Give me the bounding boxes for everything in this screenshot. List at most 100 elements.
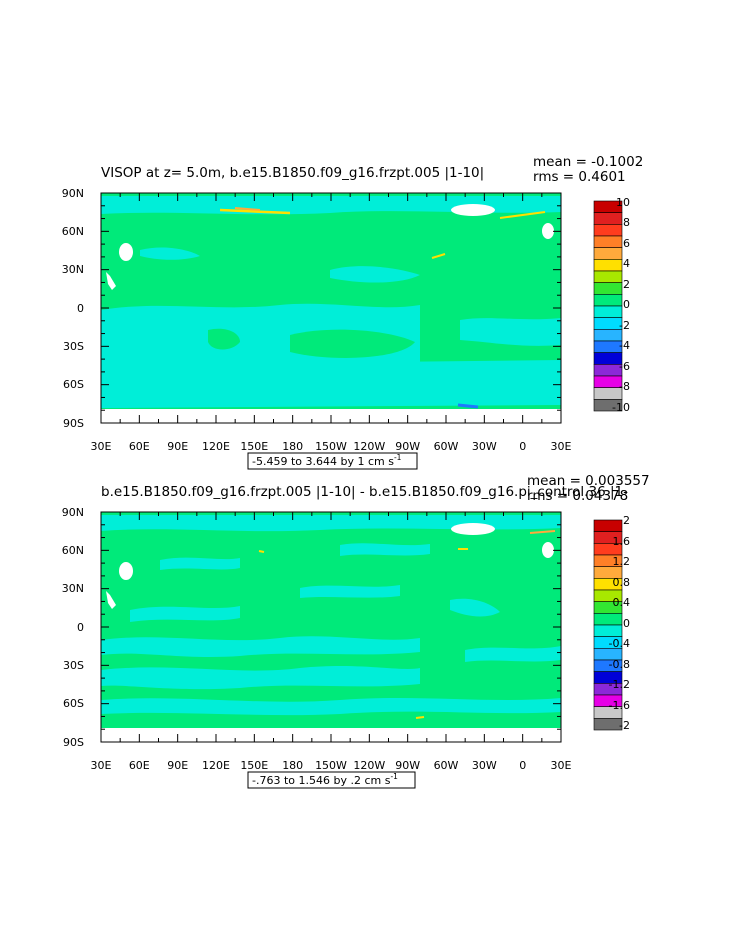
colorbar-label: 1.2	[613, 555, 631, 568]
x-tick-label: 90E	[167, 759, 188, 772]
colorbar-label: -6	[619, 360, 630, 373]
colorbar-swatch	[593, 270, 623, 283]
x-tick-label: 150E	[240, 759, 268, 772]
colorbar-swatch	[593, 212, 623, 225]
y-tick-label: 90S	[63, 736, 84, 749]
colorbar-swatch	[593, 282, 623, 295]
svg-text:-.763 to 1.546 by .2 cm s-1: -.763 to 1.546 by .2 cm s-1	[252, 772, 398, 787]
colorbar-swatch	[593, 519, 623, 532]
colorbar	[593, 519, 623, 731]
y-tick-label: 30N	[62, 263, 84, 276]
y-axis-labels: 90N 60N 30N 0 30S 60S 90S	[62, 187, 84, 430]
colorbar-swatch	[593, 624, 623, 637]
colorbar-label: 0	[623, 617, 630, 630]
colorbar-label: 6	[623, 237, 630, 250]
x-tick-label: 0	[519, 759, 526, 772]
x-tick-label: 30E	[551, 759, 572, 772]
colorbar-label: -1.6	[609, 699, 630, 712]
y-tick-label: 0	[77, 302, 84, 315]
contour-info-box: -.763 to 1.546 by .2 cm s-1	[247, 771, 416, 789]
colorbar-swatch	[593, 718, 623, 731]
x-tick-label: 150W	[315, 440, 347, 453]
x-tick-label: 120E	[202, 440, 230, 453]
x-tick-label: 120W	[353, 759, 385, 772]
colorbar-label: 0.8	[613, 576, 631, 589]
colorbar-swatch	[593, 340, 623, 353]
x-tick-label: 120W	[353, 440, 385, 453]
colorbar-swatch	[593, 247, 623, 260]
colorbar-swatch	[593, 329, 623, 342]
x-tick-label: 150E	[240, 440, 268, 453]
colorbar-label: -1.2	[609, 678, 630, 691]
colorbar-label: -2	[619, 319, 630, 332]
x-tick-label: 30E	[91, 440, 112, 453]
y-tick-label: 30S	[63, 340, 84, 353]
x-axis-labels: 30E 60E 90E 120E 150E 180 150W 120W 90W …	[91, 759, 572, 772]
x-tick-label: 180	[282, 759, 303, 772]
x-tick-label: 120E	[202, 759, 230, 772]
colorbar	[593, 200, 623, 412]
colorbar-label: 1.6	[613, 535, 631, 548]
x-tick-label: 60W	[434, 440, 459, 453]
rms-label: rms = 0.4601	[533, 169, 626, 185]
panel-difference: b.e15.B1850.f09_g16.frzpt.005 |1-10| - b…	[62, 473, 650, 789]
y-tick-label: 60S	[63, 697, 84, 710]
colorbar-swatch	[593, 352, 623, 365]
colorbar-labels: 10 8 6 4 2 0 -2 -4 -6 -8 -10	[612, 196, 630, 414]
x-tick-label: 30W	[472, 759, 497, 772]
colorbar-labels: 2 1.6 1.2 0.8 0.4 0 -0.4 -0.8 -1.2 -1.6 …	[609, 514, 630, 732]
colorbar-swatch	[593, 387, 623, 400]
panel-visop: VISOP at z= 5.0m, b.e15.B1850.f09_g16.fr…	[62, 154, 643, 470]
x-tick-label: 30W	[472, 440, 497, 453]
y-axis-labels: 90N 60N 30N 0 30S 60S 90S	[62, 506, 84, 749]
y-tick-label: 60S	[63, 378, 84, 391]
y-tick-label: 30N	[62, 582, 84, 595]
colorbar-label: 10	[616, 196, 630, 209]
contour-info-box: -5.459 to 3.644 by 1 cm s-1	[247, 452, 418, 470]
x-tick-label: 90E	[167, 440, 188, 453]
y-tick-label: 90N	[62, 506, 84, 519]
y-tick-label: 0	[77, 621, 84, 634]
y-tick-label: 60N	[62, 225, 84, 238]
colorbar-label: -2	[619, 719, 630, 732]
colorbar-swatch	[593, 613, 623, 626]
rms-label: rms = 0.04378	[527, 488, 628, 504]
x-tick-label: 30E	[91, 759, 112, 772]
colorbar-label: -0.4	[609, 637, 630, 650]
mean-label: mean = -0.1002	[533, 154, 643, 170]
colorbar-label: 0.4	[613, 596, 631, 609]
axis-ticks	[100, 511, 562, 743]
panel-title: b.e15.B1850.f09_g16.frzpt.005 |1-10| - b…	[101, 484, 628, 500]
x-tick-label: 60E	[129, 759, 150, 772]
colorbar-label: 2	[623, 514, 630, 527]
panel-title: VISOP at z= 5.0m, b.e15.B1850.f09_g16.fr…	[101, 165, 484, 181]
colorbar-label: -8	[619, 380, 630, 393]
colorbar-swatch	[593, 305, 623, 318]
colorbar-swatch	[593, 317, 623, 330]
x-tick-label: 150W	[315, 759, 347, 772]
x-tick-label: 90W	[395, 759, 420, 772]
colorbar-label: -4	[619, 339, 630, 352]
colorbar-label: 4	[623, 257, 630, 270]
x-tick-label: 0	[519, 440, 526, 453]
y-tick-label: 30S	[63, 659, 84, 672]
colorbar-label: -0.8	[609, 658, 630, 671]
colorbar-label: -10	[612, 401, 630, 414]
colorbar-swatch	[593, 259, 623, 272]
mean-label: mean = 0.003557	[527, 473, 650, 489]
map-field	[101, 512, 561, 742]
x-tick-label: 90W	[395, 440, 420, 453]
x-tick-label: 30E	[551, 440, 572, 453]
y-tick-label: 60N	[62, 544, 84, 557]
y-tick-label: 90N	[62, 187, 84, 200]
map-field	[101, 193, 561, 423]
colorbar-swatch	[593, 224, 623, 237]
colorbar-swatch	[593, 364, 623, 377]
x-tick-label: 60E	[129, 440, 150, 453]
colorbar-swatch	[593, 235, 623, 248]
svg-text:-5.459 to 3.644 by 1 cm s-1: -5.459 to 3.644 by 1 cm s-1	[252, 453, 402, 468]
colorbar-swatch	[593, 294, 623, 307]
colorbar-label: 2	[623, 278, 630, 291]
x-tick-label: 60W	[434, 759, 459, 772]
